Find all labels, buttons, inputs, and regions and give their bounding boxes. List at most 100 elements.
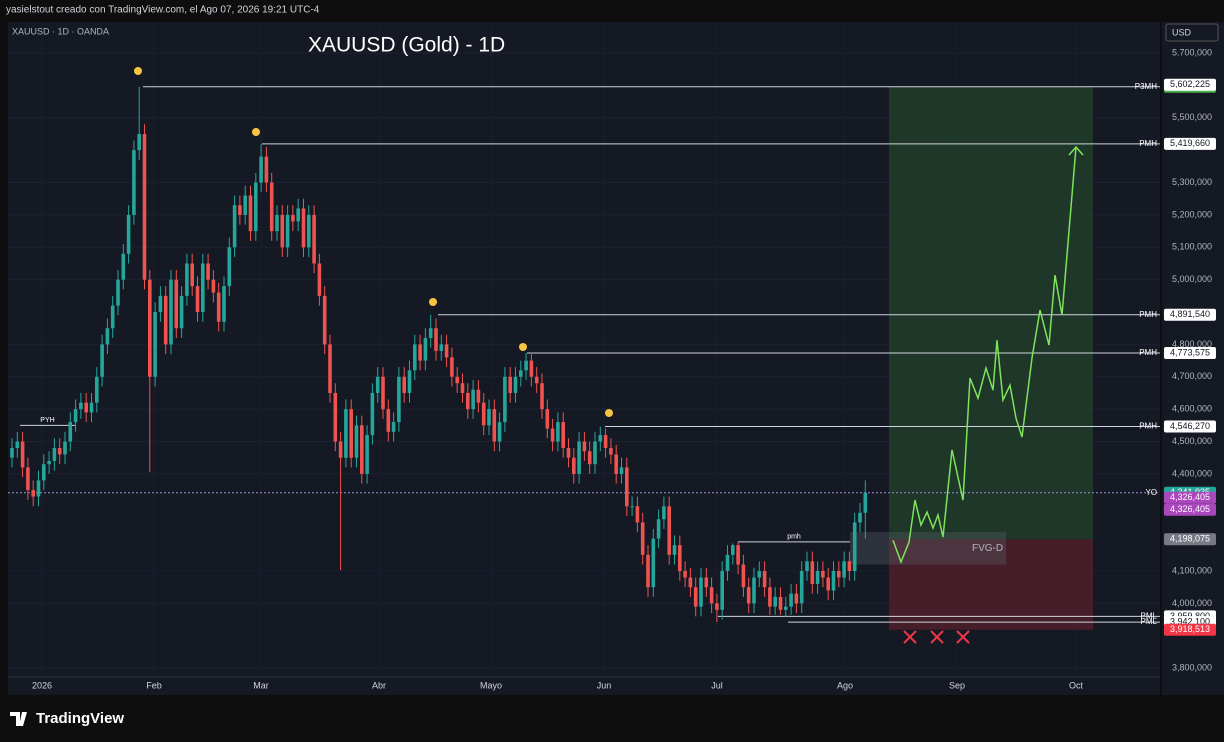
- y-tick-label: 5.700,000: [1172, 47, 1212, 57]
- candle-body: [651, 538, 656, 588]
- candle-body: [619, 467, 624, 474]
- y-tick-label: 5,200,000: [1172, 209, 1212, 219]
- candle-body: [699, 577, 703, 607]
- candle-body: [52, 448, 57, 461]
- candle-body: [678, 545, 682, 572]
- candle-body: [333, 392, 338, 442]
- level-value: 4,773,575: [1170, 347, 1210, 357]
- candle-body: [593, 441, 597, 465]
- fvg-zone: [850, 532, 1006, 565]
- candle-body: [805, 561, 809, 572]
- candle-body: [513, 376, 518, 393]
- projection-arrow: [1068, 145, 1084, 156]
- x-tick-label: Mayo: [480, 680, 502, 690]
- candle-body: [503, 376, 507, 423]
- candle-body: [667, 506, 671, 555]
- x-tick-label: Jul: [711, 680, 723, 690]
- candle-body: [190, 263, 194, 287]
- y-tick-label: 4,400,000: [1172, 468, 1212, 478]
- logo-icon: [10, 712, 27, 726]
- candle-body: [386, 409, 391, 432]
- candle-body: [317, 263, 322, 296]
- candle-body: [63, 441, 67, 455]
- candle-body: [153, 312, 157, 377]
- level-value-box: [1164, 308, 1216, 321]
- candle-body: [259, 156, 263, 183]
- level-value-box: [1164, 346, 1216, 359]
- candle-body: [402, 376, 406, 393]
- x-marks: [903, 630, 970, 644]
- candle-body: [312, 214, 316, 264]
- y-tick-label: 5,100,000: [1172, 242, 1212, 252]
- candle-body: [121, 253, 126, 280]
- price-label: 4,326,405: [1170, 504, 1210, 514]
- candle-body: [15, 441, 20, 449]
- candle-body: [566, 448, 571, 458]
- candle-body: [662, 506, 666, 520]
- candle-body: [826, 577, 830, 591]
- candle-body: [444, 344, 449, 358]
- candle-body: [84, 402, 88, 413]
- candle-body: [169, 279, 173, 345]
- candle-body: [837, 571, 841, 578]
- chart-title: XAUUSD (Gold) - 1D: [308, 34, 505, 57]
- candle-body: [10, 448, 14, 458]
- candle-body: [397, 376, 401, 423]
- candle-body: [116, 279, 120, 306]
- price-label-box: [1164, 78, 1216, 91]
- candle-body: [497, 422, 502, 442]
- candle-body: [238, 205, 242, 215]
- candle-body: [603, 435, 608, 449]
- price-label: 4,326,405: [1170, 492, 1210, 502]
- candle-body: [434, 328, 438, 351]
- candle-body: [508, 376, 512, 393]
- fvg-label: FVG-D: [972, 543, 1003, 554]
- candle-body: [746, 587, 751, 604]
- candle-body: [852, 522, 857, 572]
- candle-body: [142, 134, 147, 280]
- candle-body: [815, 571, 820, 584]
- candle-body: [794, 593, 799, 604]
- price-label: 4,198,075: [1170, 534, 1210, 544]
- candle-body: [773, 596, 777, 607]
- candle-body: [731, 545, 735, 555]
- candle-body: [137, 134, 141, 151]
- candle-body: [598, 435, 603, 442]
- candle-body: [625, 467, 629, 507]
- candle-body: [20, 441, 25, 468]
- y-tick-label: 4,700,000: [1172, 371, 1212, 381]
- level-value: 3,942,100: [1170, 617, 1210, 627]
- candle-body: [328, 344, 332, 393]
- candle-body: [656, 519, 661, 539]
- candle-body: [423, 337, 428, 361]
- y-tick-label: 5,000,000: [1172, 274, 1212, 284]
- candle-body: [672, 545, 677, 555]
- brand: TradingView: [36, 710, 124, 727]
- candle-body: [460, 383, 465, 393]
- candle-body: [36, 480, 41, 497]
- candle-body: [413, 344, 417, 371]
- candle-body: [481, 402, 486, 426]
- candle-body: [185, 263, 189, 296]
- candle-body: [439, 344, 444, 351]
- candle-body: [550, 428, 555, 442]
- candle-body: [725, 554, 730, 572]
- x-tick-label: Oct: [1069, 680, 1084, 690]
- candle-body: [254, 182, 258, 232]
- candle-body: [630, 506, 634, 508]
- candle-body: [821, 571, 825, 578]
- candle-body: [344, 409, 348, 458]
- y-tick-label: 4,100,000: [1172, 565, 1212, 575]
- candles: [10, 86, 868, 623]
- candle-body: [863, 492, 868, 513]
- bulb-icons: [134, 67, 613, 417]
- candle-body: [47, 460, 51, 465]
- candle-body: [42, 464, 46, 481]
- candle-body: [280, 214, 285, 248]
- candle-body: [561, 422, 565, 449]
- price-label-box: [1164, 503, 1216, 516]
- axis-labels: 3,800,000 4,000,000 4,100,000 4,400,000 4,50…: [32, 47, 1216, 690]
- candle-body: [370, 392, 375, 436]
- level-value: 5,419,660: [1170, 138, 1210, 148]
- level-name: PMH: [1139, 310, 1157, 319]
